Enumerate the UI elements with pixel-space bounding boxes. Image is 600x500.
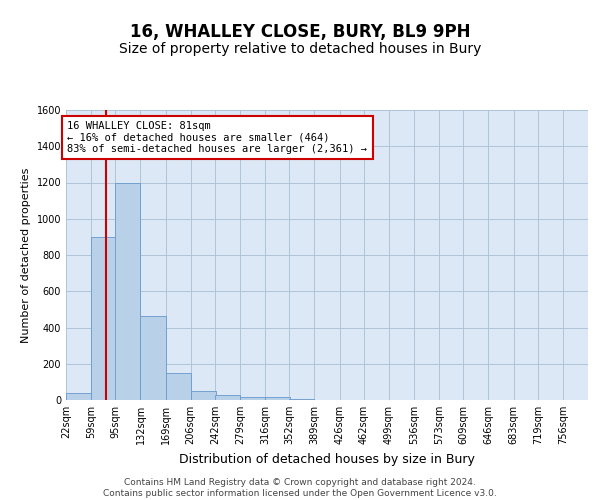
- X-axis label: Distribution of detached houses by size in Bury: Distribution of detached houses by size …: [179, 452, 475, 466]
- Text: 16, WHALLEY CLOSE, BURY, BL9 9PH: 16, WHALLEY CLOSE, BURY, BL9 9PH: [130, 22, 470, 40]
- Bar: [265, 398, 290, 400]
- Text: 16 WHALLEY CLOSE: 81sqm
← 16% of detached houses are smaller (464)
83% of semi-d: 16 WHALLEY CLOSE: 81sqm ← 16% of detache…: [67, 121, 367, 154]
- Bar: [289, 399, 314, 400]
- Bar: [215, 396, 240, 400]
- Y-axis label: Number of detached properties: Number of detached properties: [21, 168, 31, 342]
- Bar: [115, 182, 140, 400]
- Text: Size of property relative to detached houses in Bury: Size of property relative to detached ho…: [119, 42, 481, 56]
- Bar: [240, 398, 265, 400]
- Bar: [191, 391, 215, 400]
- Bar: [140, 316, 166, 400]
- Bar: [66, 393, 91, 400]
- Text: Contains HM Land Registry data © Crown copyright and database right 2024.
Contai: Contains HM Land Registry data © Crown c…: [103, 478, 497, 498]
- Bar: [91, 237, 116, 400]
- Bar: [166, 373, 191, 400]
